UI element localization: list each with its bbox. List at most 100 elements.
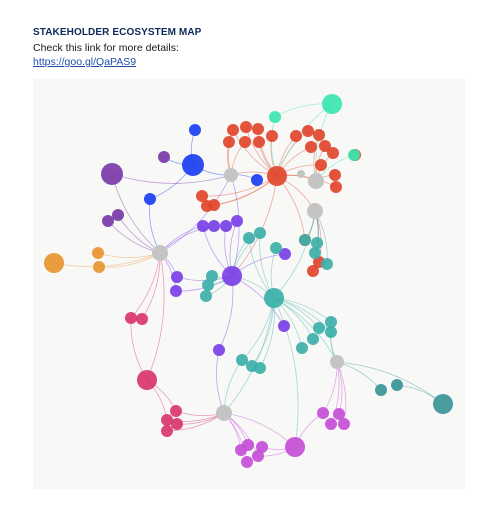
node-red-15[interactable] bbox=[329, 169, 341, 181]
node-teal-6[interactable] bbox=[309, 247, 321, 259]
node-violet-7[interactable] bbox=[279, 248, 291, 260]
node-pink-2[interactable] bbox=[125, 312, 137, 324]
node-teal-3[interactable] bbox=[270, 242, 282, 254]
node-magenta-8[interactable] bbox=[241, 456, 253, 468]
node-violet-hub[interactable] bbox=[222, 266, 242, 286]
node-pink-4[interactable] bbox=[170, 405, 182, 417]
node-teal-8[interactable] bbox=[206, 270, 218, 282]
node-red-10[interactable] bbox=[313, 129, 325, 141]
node-red-18[interactable] bbox=[196, 190, 208, 202]
node-purple-2[interactable] bbox=[158, 151, 170, 163]
node-magenta-hub[interactable] bbox=[285, 437, 305, 457]
node-violet-4[interactable] bbox=[231, 215, 243, 227]
node-darkteal-hub[interactable] bbox=[433, 394, 453, 414]
node-teal-1[interactable] bbox=[243, 232, 255, 244]
node-teal-9[interactable] bbox=[202, 279, 214, 291]
node-teal-4[interactable] bbox=[299, 234, 311, 246]
stakeholder-nodes bbox=[44, 94, 453, 468]
node-teal-15[interactable] bbox=[296, 342, 308, 354]
node-teal-13[interactable] bbox=[325, 326, 337, 338]
node-teal-16[interactable] bbox=[236, 354, 248, 366]
edge-hub-gray-6-darkteal-1 bbox=[336, 361, 382, 391]
node-violet-2[interactable] bbox=[208, 220, 220, 232]
node-orange-2[interactable] bbox=[92, 247, 104, 259]
node-red-2[interactable] bbox=[240, 121, 252, 133]
node-blue-2[interactable] bbox=[189, 124, 201, 136]
node-magenta-9[interactable] bbox=[256, 441, 268, 453]
node-purple-4[interactable] bbox=[102, 215, 114, 227]
connection-lines bbox=[53, 103, 444, 463]
node-red-hub[interactable] bbox=[267, 166, 287, 186]
node-hub-gray-6[interactable] bbox=[330, 355, 344, 369]
node-red-14[interactable] bbox=[315, 159, 327, 171]
node-magenta-3[interactable] bbox=[325, 418, 337, 430]
node-blue-3[interactable] bbox=[144, 193, 156, 205]
node-red-12[interactable] bbox=[319, 140, 331, 152]
node-pink-1[interactable] bbox=[137, 370, 157, 390]
node-teal-5[interactable] bbox=[311, 237, 323, 249]
node-hub-gray-1[interactable] bbox=[224, 168, 238, 182]
node-teal-11[interactable] bbox=[325, 316, 337, 328]
node-pink-6[interactable] bbox=[171, 418, 183, 430]
node-violet-8[interactable] bbox=[278, 320, 290, 332]
node-red-20[interactable] bbox=[208, 199, 220, 211]
node-violet-1[interactable] bbox=[197, 220, 209, 232]
node-hub-gray-5[interactable] bbox=[216, 405, 232, 421]
node-violet-9[interactable] bbox=[213, 344, 225, 356]
node-teal-18[interactable] bbox=[254, 362, 266, 374]
edge-hub-gray-6-darkteal-hub bbox=[336, 361, 444, 405]
node-orange-1[interactable] bbox=[44, 253, 64, 273]
node-red-16[interactable] bbox=[330, 181, 342, 193]
node-teal-hub[interactable] bbox=[264, 288, 284, 308]
node-mint-3[interactable] bbox=[348, 149, 360, 161]
node-red-1[interactable] bbox=[227, 124, 239, 136]
node-red-13[interactable] bbox=[327, 147, 339, 159]
node-purple-3[interactable] bbox=[112, 209, 124, 221]
node-teal-7[interactable] bbox=[321, 258, 333, 270]
node-hub-gray-4[interactable] bbox=[308, 173, 324, 189]
node-orange-3[interactable] bbox=[93, 261, 105, 273]
node-red-22[interactable] bbox=[307, 265, 319, 277]
node-magenta-6[interactable] bbox=[242, 439, 254, 451]
node-pink-7[interactable] bbox=[161, 425, 173, 437]
node-red-9[interactable] bbox=[302, 125, 314, 137]
node-magenta-4[interactable] bbox=[338, 418, 350, 430]
node-magenta-7[interactable] bbox=[252, 450, 264, 462]
node-mint-2[interactable] bbox=[269, 111, 281, 123]
node-blue-1[interactable] bbox=[182, 154, 204, 176]
edge-teal-hub-magenta-hub bbox=[273, 297, 299, 448]
node-teal-10[interactable] bbox=[200, 290, 212, 302]
node-red-7[interactable] bbox=[253, 136, 265, 148]
node-red-4[interactable] bbox=[266, 130, 278, 142]
node-darkteal-2[interactable] bbox=[391, 379, 403, 391]
edge-hub-gray-6-magenta-1 bbox=[322, 361, 338, 414]
edge-hub-gray-6-magenta-2 bbox=[336, 361, 343, 415]
node-red-8[interactable] bbox=[290, 130, 302, 142]
node-violet-5[interactable] bbox=[171, 271, 183, 283]
node-magenta-1[interactable] bbox=[317, 407, 329, 419]
node-pink-5[interactable] bbox=[161, 414, 173, 426]
node-red-5[interactable] bbox=[223, 136, 235, 148]
node-blue-4[interactable] bbox=[251, 174, 263, 186]
node-teal-2[interactable] bbox=[254, 227, 266, 239]
node-hub-gray-7[interactable] bbox=[297, 170, 305, 178]
edge-hub-gray-5-teal-16 bbox=[223, 359, 243, 414]
ecosystem-map-canvas[interactable] bbox=[33, 79, 465, 489]
node-red-6[interactable] bbox=[239, 136, 251, 148]
node-violet-3[interactable] bbox=[220, 220, 232, 232]
node-red-11[interactable] bbox=[305, 141, 317, 153]
node-pink-3[interactable] bbox=[136, 313, 148, 325]
edge-hub-gray-1-purple-1 bbox=[111, 173, 232, 184]
edge-hub-gray-2-blue-3 bbox=[149, 198, 161, 254]
node-magenta-2[interactable] bbox=[333, 408, 345, 420]
node-purple-1[interactable] bbox=[101, 163, 123, 185]
node-darkteal-1[interactable] bbox=[375, 384, 387, 396]
node-red-3[interactable] bbox=[252, 123, 264, 135]
node-teal-14[interactable] bbox=[307, 333, 319, 345]
node-hub-gray-2[interactable] bbox=[152, 245, 168, 261]
node-hub-gray-3[interactable] bbox=[307, 203, 323, 219]
details-link[interactable]: https://goo.gl/QaPAS9 bbox=[33, 56, 137, 68]
node-teal-12[interactable] bbox=[313, 322, 325, 334]
node-violet-6[interactable] bbox=[170, 285, 182, 297]
node-mint-1[interactable] bbox=[322, 94, 342, 114]
